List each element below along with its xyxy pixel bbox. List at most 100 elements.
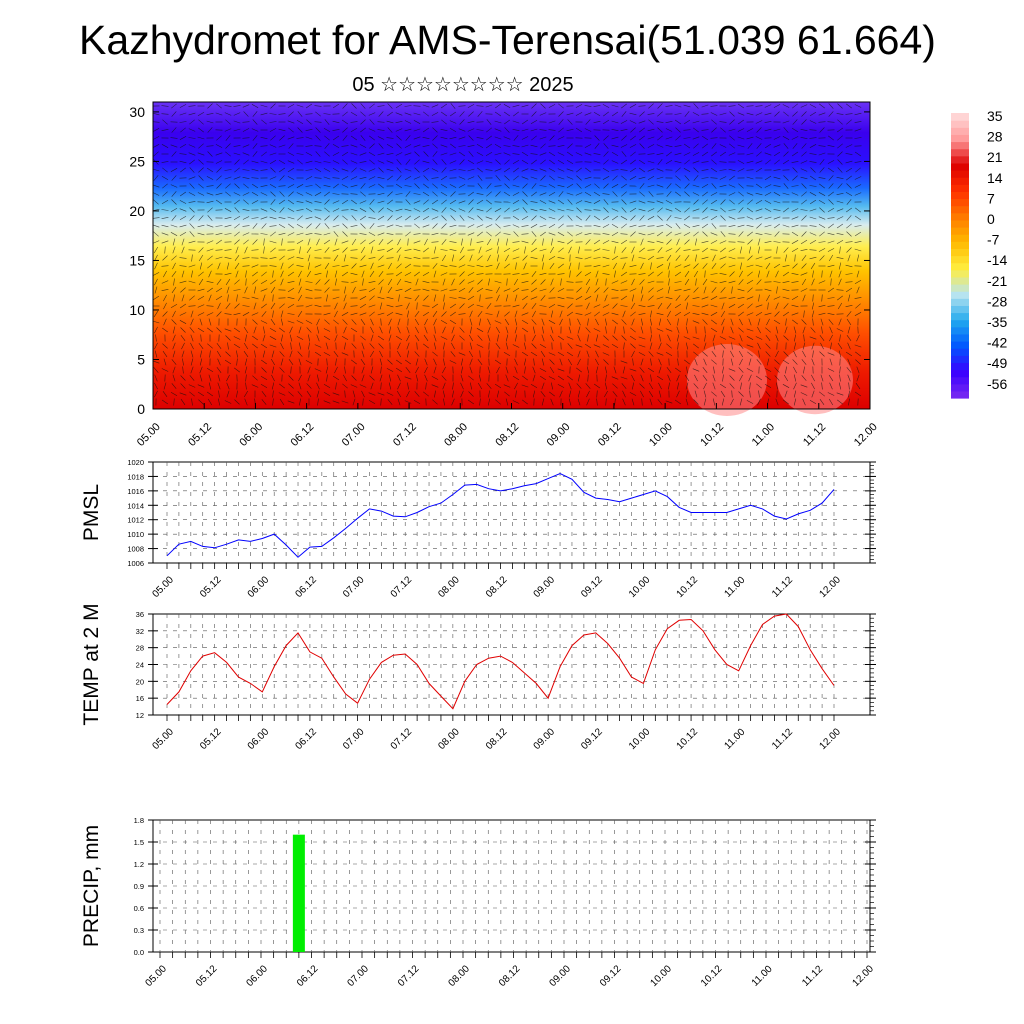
pmsl-xtick-label: 07.00 [341,574,367,600]
pmsl-xtick-label: 09.12 [579,574,605,600]
precip-xtick-label: 11.00 [750,963,775,988]
pmsl-xtick-label: 05.12 [198,574,224,600]
precip-xtick-label: 10.00 [648,963,674,989]
colorbar-cell [951,369,969,378]
colorbar-label: 28 [987,129,1003,145]
temp-ylabel: TEMP at 2 M [80,603,103,725]
pmsl-xtick-label: 07.12 [389,574,415,600]
colorbar-cell [951,155,969,164]
colorbar-cell [951,284,969,292]
temp-ytick-label: 12 [136,711,144,720]
temp-xtick-label: 11.00 [722,726,747,751]
colorbar-label: -35 [987,314,1007,330]
temp-xtick-label: 10.00 [627,726,653,752]
temp-ytick-label: 32 [136,627,144,636]
pmsl-xtick-label: 11.00 [722,574,747,599]
pmsl-xtick-label: 10.12 [675,574,701,600]
temp-ytick-label: 16 [136,694,144,703]
precip-ylabel: PRECIP, mm [80,825,103,947]
upper-ytick-label: 30 [129,104,145,120]
upper-xtick-label: 12.00 [852,421,880,449]
colorbar-label: 35 [987,108,1003,124]
pmsl-xtick-label: 08.12 [484,574,510,600]
pmsl-xtick-label: 05.00 [150,574,176,600]
upper-xtick-label: 06.00 [237,421,265,449]
upper-ytick-label: 15 [129,252,145,268]
colorbar-cell [951,127,969,135]
upper-xtick-label: 05.12 [186,421,214,449]
pmsl-xtick-label: 10.00 [627,574,653,600]
precip-ytick-label: 1.2 [134,860,144,869]
colorbar-cell [951,177,969,185]
colorbar-cell [951,120,969,128]
colorbar-cell [951,341,969,349]
temp-xtick-label: 09.00 [532,726,558,752]
temp-xtick-label: 07.00 [341,726,367,752]
temp-xtick-label: 06.00 [246,726,272,752]
precip-xtick-label: 06.12 [295,963,321,989]
colorbar-cell [951,276,969,285]
upper-ytick-label: 10 [129,302,145,318]
pmsl-ytick-label: 1014 [127,501,144,510]
upper-ytick-label: 25 [129,153,145,169]
colorbar-cell [951,184,969,192]
temp-xtick-label: 08.00 [436,726,462,752]
upper-xtick-label: 11.00 [750,421,777,448]
colorbar-cell [951,205,969,214]
temp-ytick-label: 20 [136,677,144,686]
temp-xtick-label: 05.12 [198,726,224,752]
pmsl-xtick-label: 11.12 [770,574,795,599]
upper-xtick-label: 09.00 [545,421,573,449]
precip-xtick-label: 08.12 [497,963,523,989]
upper-ytick-label: 5 [137,351,145,367]
upper-xtick-label: 11.12 [801,421,828,448]
upper-xtick-label: 07.00 [340,421,368,449]
colorbar-label: -28 [987,293,1007,309]
pmsl-ytick-label: 1012 [127,516,144,525]
temp-xtick-label: 12.00 [817,726,843,752]
colorbar-cell [951,298,969,306]
colorbar-cell [951,326,969,335]
precip-xtick-label: 09.12 [598,963,624,989]
colorbar-cell [951,362,969,371]
temp-xtick-label: 08.12 [484,726,510,752]
pmsl-ytick-label: 1008 [127,545,144,554]
colorbar-cell [951,148,969,157]
chart-subtitle: 05 ☆☆☆☆☆☆☆☆ 2025 [352,74,574,96]
upper-xtick-label: 06.12 [289,421,317,449]
colorbar-cell [951,134,969,143]
colorbar-cell [951,141,969,150]
wind-barbs [152,103,862,406]
precip-xtick-label: 07.00 [345,963,371,989]
colorbar-cell [951,312,969,321]
precip-xtick-label: 09.00 [547,963,573,989]
pmsl-xtick-label: 12.00 [817,574,843,600]
colorbar-cell [951,191,969,200]
precip-ytick-label: 1.5 [134,838,144,847]
temp-xtick-label: 05.00 [150,726,176,752]
precip-xtick-label: 05.00 [143,963,169,989]
colorbar-label: -56 [987,376,1007,392]
upper-xtick-label: 10.00 [647,421,675,449]
pmsl-xtick-label: 09.00 [532,574,558,600]
colorbar-label: -14 [987,252,1007,268]
pmsl-ylabel: PMSL [80,484,103,541]
colorbar-cell [951,376,969,385]
precip-ytick-label: 0.0 [134,948,144,957]
colorbar-cell [951,227,969,235]
upper-xtick-label: 08.12 [493,421,521,449]
pmsl-xtick-label: 08.00 [436,574,462,600]
precip-ytick-label: 1.8 [134,816,144,825]
colorbar-cell [951,162,969,171]
colorbar-cell [951,198,969,207]
temp-ytick-label: 36 [136,610,144,619]
colorbar-cell [951,241,969,249]
colorbar-cell [951,319,969,328]
temp-xtick-label: 07.12 [389,726,415,752]
colorbar-label: 21 [987,149,1003,165]
precip-xtick-label: 11.12 [800,963,825,988]
temp-series-line [166,613,835,710]
temp-ytick-label: 28 [136,644,144,653]
colorbar-cell [951,248,969,257]
